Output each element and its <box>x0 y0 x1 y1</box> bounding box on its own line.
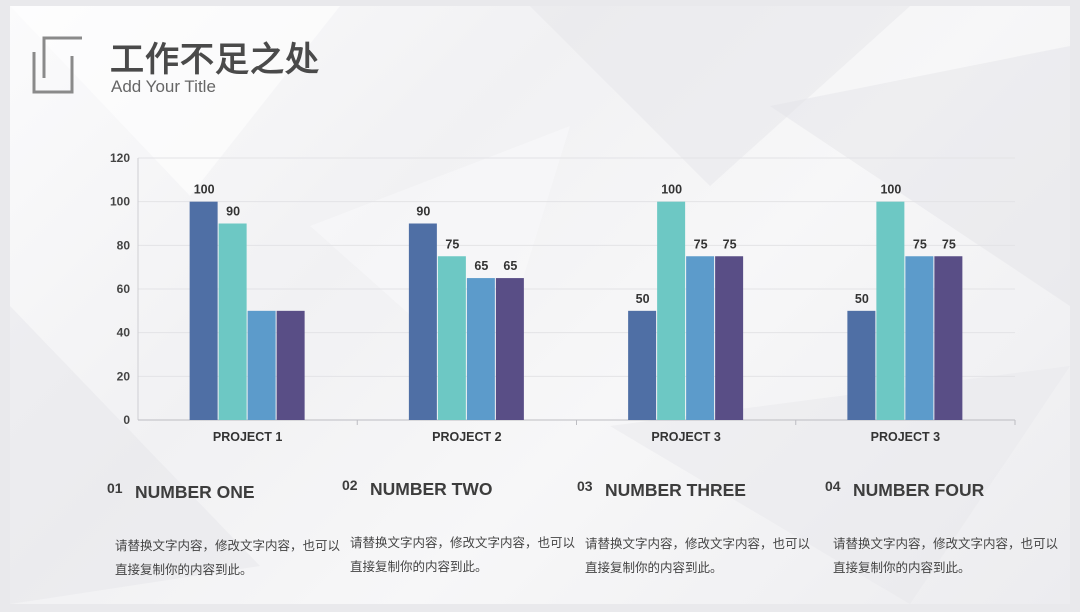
bar-value-label: 100 <box>194 183 215 197</box>
bar <box>876 201 905 420</box>
background-facets <box>10 6 1070 604</box>
bar <box>218 223 247 420</box>
note-text: 请替换文字内容，修改文字内容，也可以直接复制你的内容到此。 <box>585 537 811 575</box>
bar-value-label: 90 <box>416 205 430 219</box>
bar-value-label: 75 <box>694 237 708 251</box>
x-tick-label: PROJECT 2 <box>432 430 502 444</box>
note-number: 02 <box>342 477 358 493</box>
bar <box>189 201 218 420</box>
note-text: 请替换文字内容，修改文字内容，也可以直接复制你的内容到此。 <box>115 539 341 577</box>
x-tick-label: PROJECT 1 <box>213 430 283 444</box>
y-tick-label: 120 <box>110 151 130 165</box>
bar-value-label: 100 <box>880 183 901 197</box>
y-tick-label: 40 <box>117 326 131 340</box>
bar <box>276 310 305 420</box>
bar-value-label: 75 <box>942 237 956 251</box>
note-title: NUMBER ONE <box>135 482 255 502</box>
bar-value-label: 65 <box>474 259 488 273</box>
bar <box>628 310 657 420</box>
bar <box>686 256 715 420</box>
bar-value-label: 75 <box>913 237 927 251</box>
y-tick-label: 20 <box>117 369 131 383</box>
note-title: NUMBER FOUR <box>853 480 985 500</box>
bar <box>408 223 437 420</box>
y-tick-label: 100 <box>110 195 130 209</box>
bar <box>466 278 495 420</box>
y-tick-label: 0 <box>123 413 130 427</box>
note-title: NUMBER THREE <box>605 480 746 500</box>
note-number: 03 <box>577 478 593 494</box>
page-subtitle: Add Your Title <box>111 77 216 96</box>
bar-value-label: 75 <box>445 237 459 251</box>
bar <box>657 201 686 420</box>
bar-chart: 0 20 40 60 80 100 120 100 90 PROJECT 1 90 75 65 65 PRO… <box>110 151 1016 444</box>
bar <box>934 256 963 420</box>
bar <box>715 256 744 420</box>
note-text: 请替换文字内容，修改文字内容，也可以直接复制你的内容到此。 <box>833 537 1059 575</box>
y-tick-label: 60 <box>117 282 131 296</box>
bar-value-label: 75 <box>723 237 737 251</box>
note-text: 请替换文字内容，修改文字内容，也可以直接复制你的内容到此。 <box>350 536 576 574</box>
note-number: 01 <box>107 480 123 496</box>
y-tick-label: 80 <box>117 238 131 252</box>
x-tick-label: PROJECT 3 <box>871 430 941 444</box>
x-tick-label: PROJECT 3 <box>651 430 721 444</box>
bar-value-label: 65 <box>503 259 517 273</box>
bar-value-label: 50 <box>636 292 650 306</box>
page-title: 工作不足之处 <box>110 41 320 79</box>
bar <box>847 310 876 420</box>
note-title: NUMBER TWO <box>370 479 493 499</box>
note-number: 04 <box>825 478 841 494</box>
bar <box>495 278 524 420</box>
bar-value-label: 90 <box>226 205 240 219</box>
bar-value-label: 50 <box>855 292 869 306</box>
bar <box>437 256 466 420</box>
bar <box>247 310 276 420</box>
bar-value-label: 100 <box>661 183 682 197</box>
logo-bracket-icon <box>32 36 82 94</box>
bar <box>905 256 934 420</box>
slide: 工作不足之处 Add Your Title 0 20 40 60 80 100 120 100… <box>10 6 1070 604</box>
